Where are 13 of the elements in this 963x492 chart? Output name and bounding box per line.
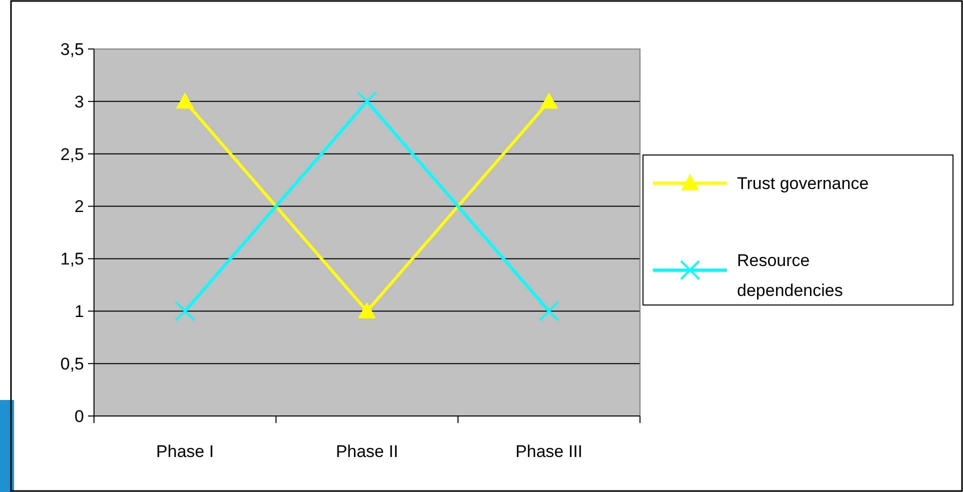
y-tick-label: 1 [74, 302, 84, 322]
y-tick-label: 1,5 [60, 250, 84, 269]
x-tick-label: Phase III [515, 442, 583, 461]
y-tick-label: 3,5 [60, 40, 84, 59]
y-tick-label: 2 [74, 197, 84, 216]
legend-label: Trust governance [737, 174, 869, 193]
x-tick-label: Phase II [336, 442, 398, 461]
y-tick-label: 0,5 [60, 354, 84, 374]
y-tick-label: 0 [74, 406, 84, 426]
y-tick-label: 3 [74, 92, 84, 112]
y-tick-label: 2,5 [60, 144, 84, 164]
legend-label: Resource dependencies [737, 250, 843, 300]
x-tick-label: Phase I [156, 442, 214, 461]
